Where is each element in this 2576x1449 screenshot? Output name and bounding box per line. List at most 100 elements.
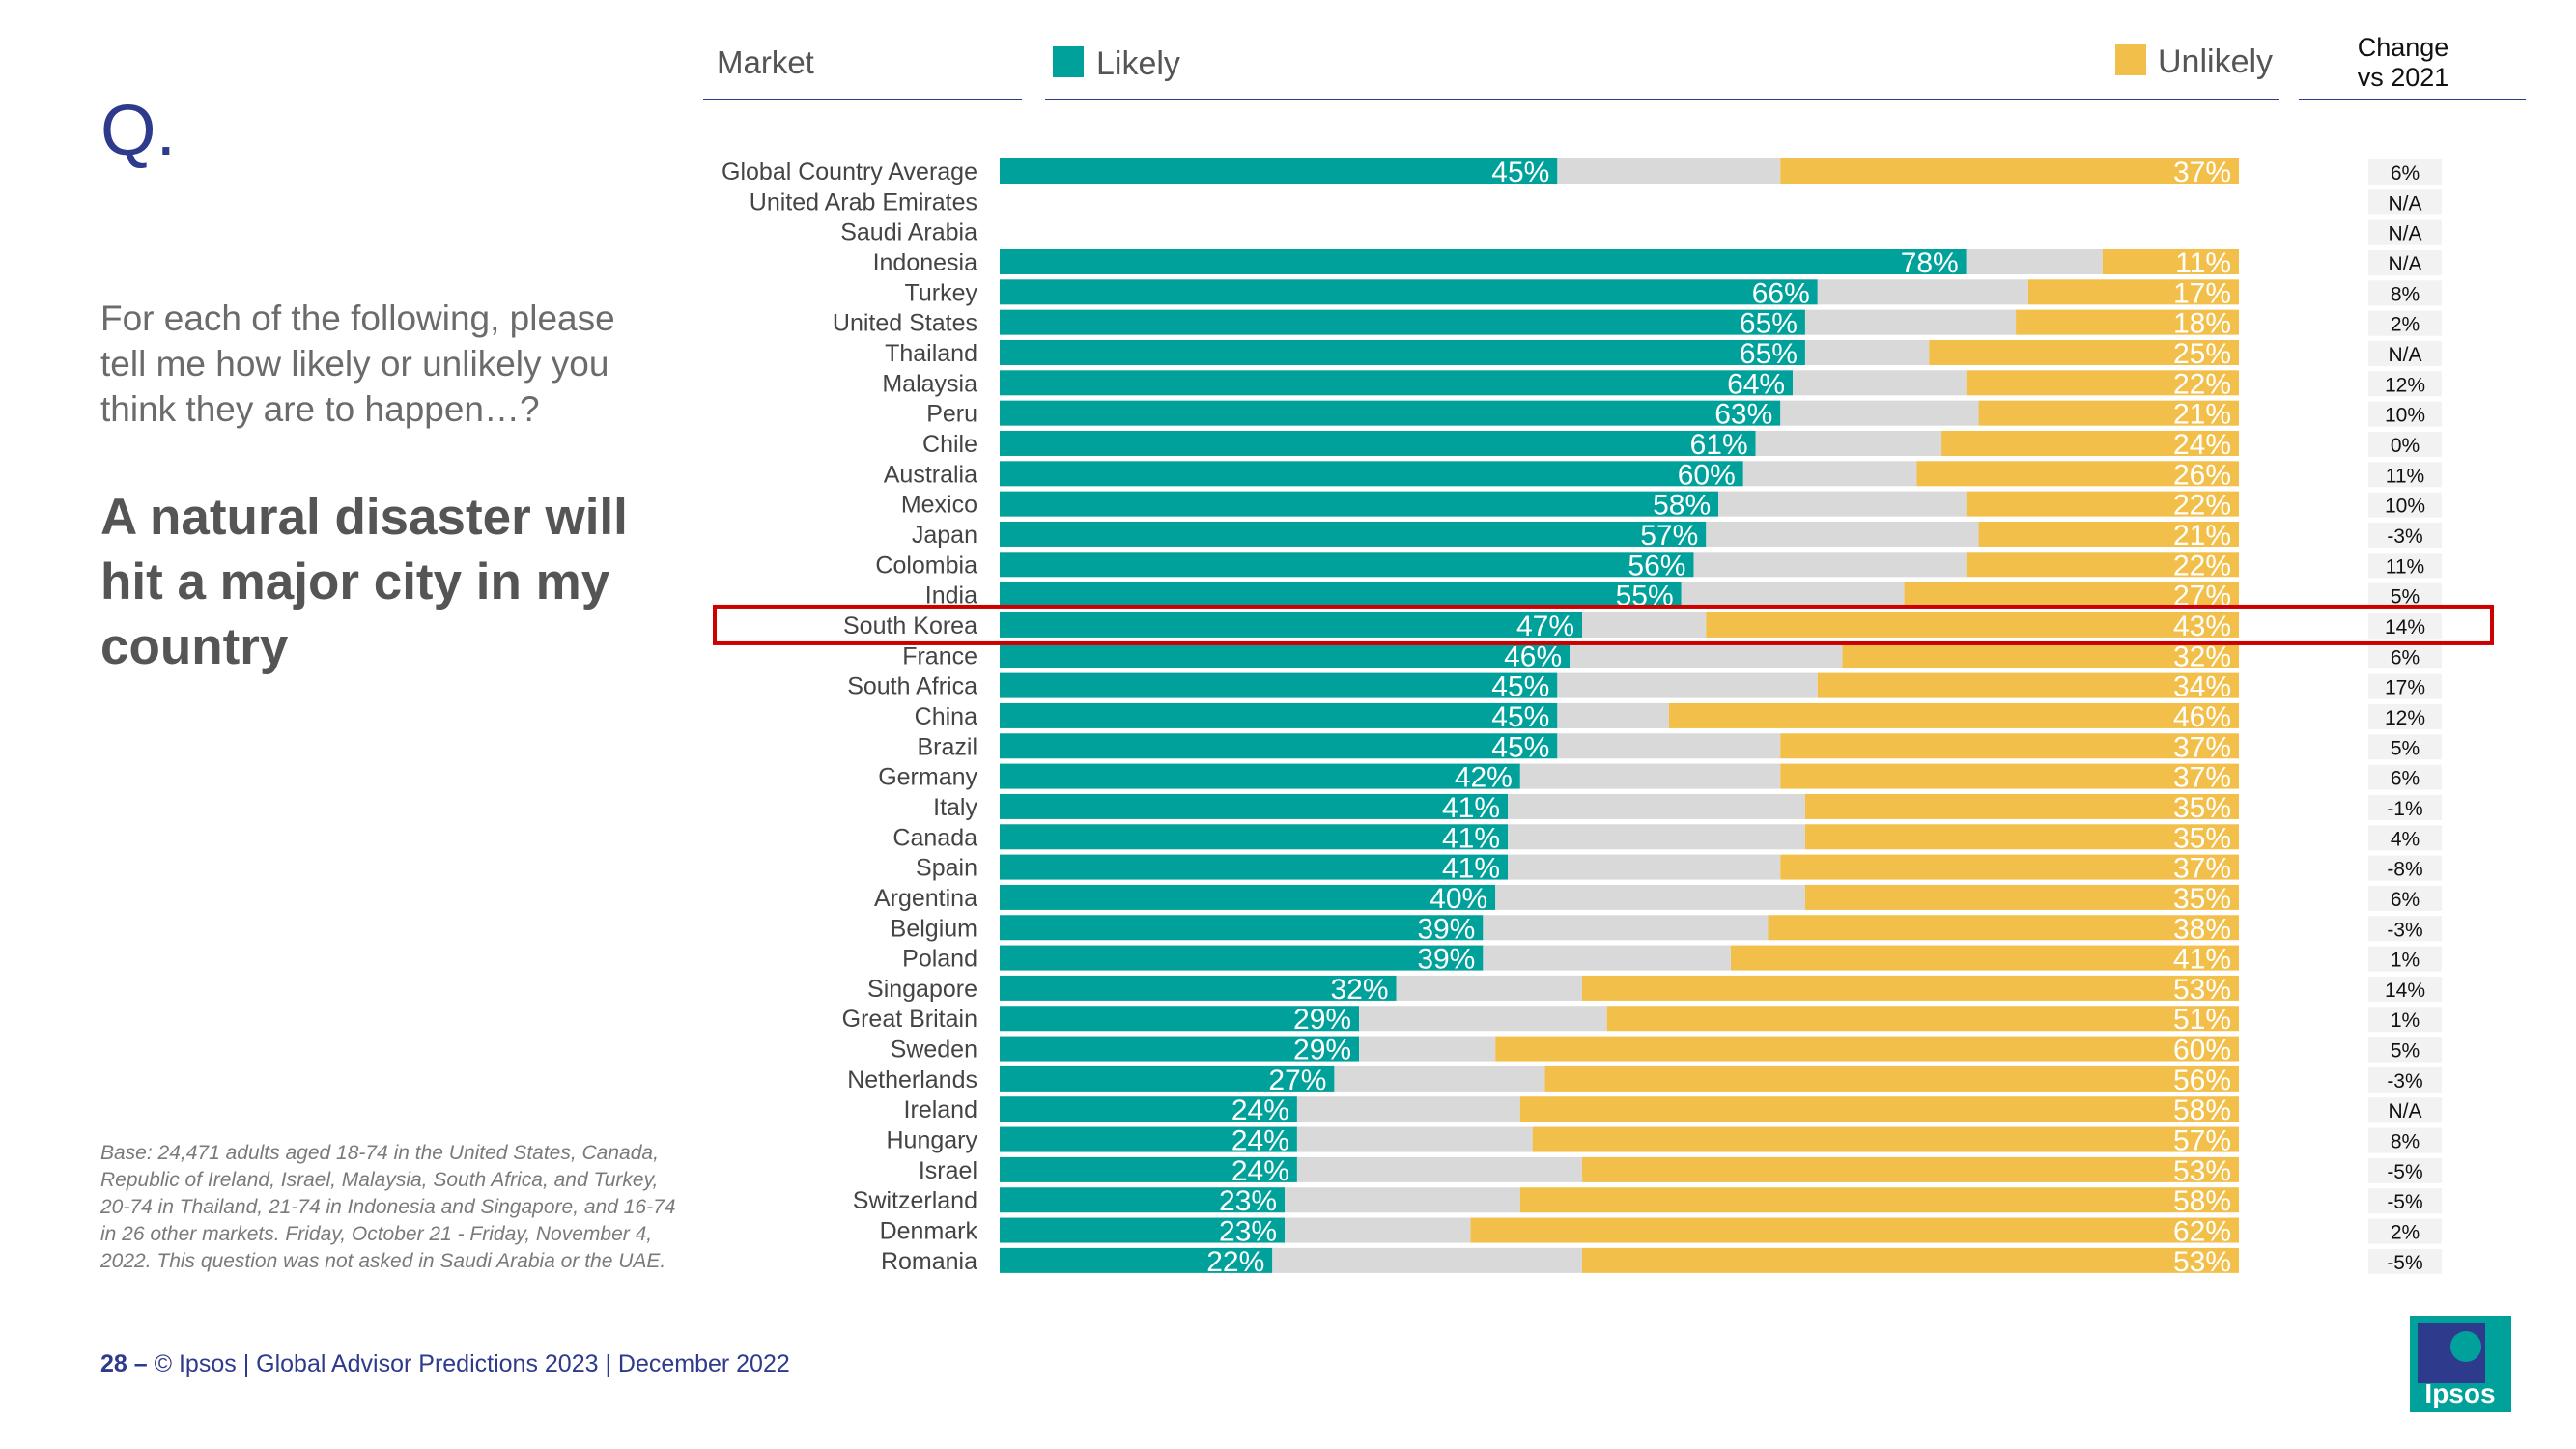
change-cell	[2368, 734, 2442, 760]
neutral-bar	[1495, 884, 1805, 910]
change-value: 5%	[2391, 586, 2420, 609]
unlikely-bar	[1780, 763, 2239, 789]
likely-bar	[1000, 582, 1682, 608]
unlikely-value-label: 43%	[2173, 611, 2231, 642]
likely-value-label: 66%	[1752, 277, 1810, 309]
change-cell	[2368, 492, 2442, 518]
change-value: 11%	[2386, 465, 2424, 487]
change-cell	[2368, 1066, 2442, 1093]
likely-value-label: 47%	[1516, 611, 1574, 642]
change-header-line2: vs 2021	[2358, 63, 2449, 92]
neutral-bar	[1570, 642, 1843, 668]
unlikely-bar	[1706, 611, 2239, 638]
legend-unlikely-label: Unlikely	[2158, 43, 2273, 80]
likely-value-label: 24%	[1231, 1125, 1289, 1157]
change-value: N/A	[2388, 223, 2421, 245]
footer: 28 – © Ipsos | Global Advisor Prediction…	[100, 1350, 790, 1378]
neutral-bar	[1557, 672, 1818, 698]
market-label: Malaysia	[882, 370, 977, 397]
neutral-bar	[1359, 1006, 1607, 1032]
logo-circle	[2450, 1331, 2481, 1362]
market-label: Romania	[881, 1248, 977, 1275]
question-text: For each of the following, please tell m…	[100, 298, 615, 429]
unlikely-bar	[1519, 1187, 2239, 1213]
change-value: 5%	[2391, 737, 2420, 759]
unlikely-value-label: 35%	[2173, 883, 2231, 915]
neutral-bar	[1508, 824, 1805, 850]
change-value: 6%	[2391, 768, 2420, 790]
likely-bar	[1000, 945, 1484, 971]
change-value: 8%	[2391, 1131, 2420, 1153]
unlikely-bar	[1966, 552, 2239, 578]
market-label: Thailand	[885, 340, 977, 367]
neutral-bar	[1706, 521, 1979, 547]
unlikely-bar	[1730, 945, 2239, 971]
unlikely-bar	[1544, 1065, 2239, 1092]
unlikely-bar	[1470, 1217, 2239, 1243]
market-header: Market	[717, 44, 814, 80]
change-value: 10%	[2385, 405, 2425, 427]
unlikely-bar	[1804, 793, 2239, 819]
likely-value-label: 45%	[1491, 731, 1549, 763]
likely-value-label: 41%	[1442, 792, 1500, 824]
likely-bar	[1000, 793, 1509, 819]
unlikely-value-label: 60%	[2173, 1035, 2231, 1066]
market-label: Peru	[926, 401, 977, 428]
change-value: N/A	[2388, 253, 2421, 275]
unlikely-bar	[2027, 279, 2239, 305]
unlikely-bar	[2016, 309, 2239, 335]
change-cell	[2368, 1097, 2442, 1123]
change-value: 1%	[2391, 1009, 2420, 1032]
market-label: United Arab Emirates	[750, 188, 977, 215]
change-cell	[2368, 1037, 2442, 1063]
legend-unlikely-swatch	[2115, 44, 2146, 75]
neutral-bar	[1780, 400, 1979, 426]
change-cell	[2368, 976, 2442, 1002]
likely-value-label: 22%	[1206, 1246, 1264, 1278]
page-number: 28 –	[100, 1350, 148, 1378]
unlikely-bar	[1519, 1096, 2239, 1122]
change-cell	[2368, 612, 2442, 639]
neutral-bar	[1557, 702, 1669, 728]
change-value: 1%	[2391, 950, 2420, 972]
market-label: Indonesia	[873, 249, 978, 276]
likely-value-label: 56%	[1628, 550, 1685, 582]
likely-value-label: 65%	[1740, 308, 1798, 340]
neutral-bar	[1681, 582, 1905, 608]
market-label: Germany	[878, 764, 977, 791]
likely-bar	[1000, 854, 1509, 880]
likely-bar	[1000, 491, 1719, 517]
unlikely-bar	[1804, 884, 2239, 910]
ipsos-logo: Ipsos	[2410, 1316, 2511, 1412]
unlikely-value-label: 24%	[2173, 429, 2231, 461]
change-cell	[2368, 280, 2442, 306]
change-cell	[2368, 462, 2442, 488]
neutral-bar	[1359, 1036, 1496, 1062]
neutral-bar	[1285, 1187, 1520, 1213]
likely-bar	[1000, 309, 1805, 335]
change-value: 11%	[2386, 555, 2424, 578]
unlikely-value-label: 21%	[2173, 399, 2231, 431]
unlikely-value-label: 53%	[2173, 1155, 2231, 1187]
likely-bar	[1000, 1187, 1286, 1213]
change-cell	[2368, 794, 2442, 820]
unlikely-bar	[1904, 582, 2239, 608]
likely-value-label: 78%	[1901, 247, 1959, 279]
change-value: 14%	[2385, 980, 2425, 1002]
likely-bar	[1000, 1065, 1335, 1092]
market-label: Sweden	[891, 1037, 977, 1064]
legend-likely-label: Likely	[1096, 45, 1180, 82]
change-cell	[2368, 946, 2442, 972]
change-cell	[2368, 1218, 2442, 1244]
likely-bar	[1000, 1247, 1273, 1273]
likely-bar	[1000, 975, 1397, 1001]
unlikely-bar	[1532, 1126, 2239, 1152]
change-cell	[2368, 522, 2442, 548]
change-value: -8%	[2387, 859, 2422, 881]
change-cell	[2368, 916, 2442, 942]
unlikely-value-label: 38%	[2173, 913, 2231, 945]
market-label: Hungary	[887, 1127, 978, 1154]
unlikely-value-label: 41%	[2173, 944, 2231, 976]
likely-bar	[1000, 158, 1558, 184]
neutral-bar	[1966, 248, 2103, 274]
